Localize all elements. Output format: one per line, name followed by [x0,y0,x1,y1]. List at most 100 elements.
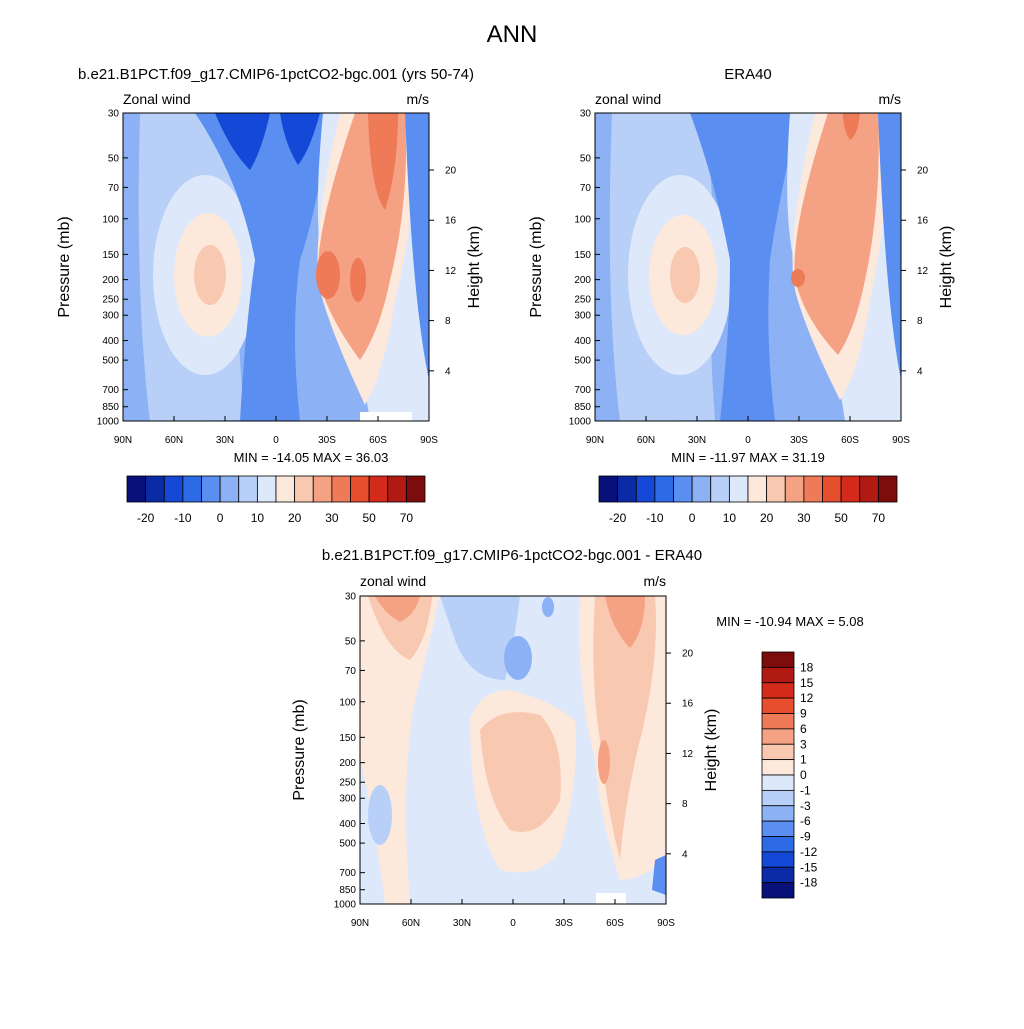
height-tick-label: 20 [917,166,929,177]
height-tick-label: 12 [682,749,694,760]
y-tick-label: 1000 [569,417,592,428]
contour-band-light-blue-b [440,596,520,680]
y-tick-label: 30 [345,592,357,603]
contour-missing-data [596,893,626,904]
colorbar-label: -9 [800,830,811,844]
x-tick-label: 60N [637,435,655,446]
colorbar-swatch [673,475,693,503]
colorbar-label: 30 [325,511,339,525]
x-tick-label: 60S [606,918,624,929]
colorbar-label: -10 [646,511,664,525]
colorbar-swatch [294,475,314,503]
colorbar-swatch [635,475,656,503]
panel-model-ylabel: Pressure (mb) [56,216,73,317]
colorbar-label: 0 [217,511,224,525]
colorbar-swatch [822,475,842,503]
colorbar-swatch [761,882,795,899]
colorbar-swatch [761,682,795,699]
x-tick-label: 0 [745,435,751,446]
panel-obs-stats: MIN = -11.97 MAX = 31.19 [671,450,825,465]
colorbar-swatch [331,475,351,503]
y-tick-label: 1000 [97,417,120,428]
y-tick-label: 100 [574,214,591,225]
colorbar-label: 50 [834,511,848,525]
colorbar-swatch [761,820,795,837]
panel-model-title: b.e21.B1PCT.f09_g17.CMIP6-1pctCO2-bgc.00… [78,66,474,83]
colorbar-label: -20 [609,511,627,525]
colorbar-swatch [761,759,795,776]
y-tick-label: 850 [102,402,119,413]
colorbar-swatch [803,475,823,503]
panel-model-left-label: Zonal wind [123,91,191,107]
colorbar-label: -12 [800,845,818,859]
height-tick-label: 12 [917,266,929,277]
panel-obs-units: m/s [878,91,901,107]
colorbar-label: 70 [872,511,886,525]
colorbar-swatch [163,475,184,503]
panel-diff: b.e21.B1PCT.f09_g17.CMIP6-1pctCO2-bgc.00… [291,547,864,929]
y-tick-label: 150 [102,250,119,261]
colorbar-label: -1 [800,783,811,797]
colorbar-swatch [182,475,202,503]
x-tick-label: 30S [555,918,573,929]
y-tick-label: 150 [339,733,356,744]
y-tick-label: 250 [339,778,356,789]
colorbar-swatch [761,851,795,868]
panel-model: b.e21.B1PCT.f09_g17.CMIP6-1pctCO2-bgc.00… [56,66,483,525]
colorbar-swatch [761,866,795,884]
panel-diff-ylabel: Pressure (mb) [291,699,308,800]
x-tick-label: 30N [216,435,234,446]
colorbar-swatch [761,805,795,822]
contour-band-blue-b [542,597,554,617]
colorbar-swatch [405,475,426,503]
colorbar-swatch [761,651,795,668]
contour-band-salmon-a [368,596,432,660]
x-tick-label: 90N [586,435,604,446]
y-tick-label: 250 [102,295,119,306]
colorbar-swatch [747,475,768,503]
x-tick-label: 30S [790,435,808,446]
y-tick-label: 30 [108,109,120,120]
colorbar-swatch [598,475,619,503]
y-tick-label: 400 [574,336,591,347]
colorbar-swatch [761,697,795,714]
height-tick-label: 4 [917,366,923,377]
contour-band-blue-c [652,855,666,895]
contour-band-jet [791,269,805,287]
panel-obs-title: ERA40 [724,66,772,83]
colorbar-swatch [275,475,296,503]
y-tick-label: 70 [108,183,120,194]
colorbar-swatch [761,789,795,807]
x-tick-label: 90S [892,435,910,446]
colorbar-label: -6 [800,814,811,828]
panel-obs-ylabel: Pressure (mb) [528,216,545,317]
contour-band-deep-blue-b [280,113,320,165]
panel-obs-left-label: zonal wind [595,91,661,107]
panel-diff-stats: MIN = -10.94 MAX = 5.08 [716,614,863,629]
x-tick-label: 90S [657,918,675,929]
colorbar-label: 30 [797,511,811,525]
x-tick-label: 30N [688,435,706,446]
y-tick-label: 50 [345,636,357,647]
contour-band-red-orange [843,113,860,140]
colorbar-swatch [238,475,258,503]
x-tick-label: 60S [369,435,387,446]
colorbar-swatch [859,475,879,503]
y-tick-label: 250 [574,295,591,306]
contour-band-blue-a [504,636,532,680]
colorbar-swatch [840,475,861,503]
panel-diff-ylabel-right: Height (km) [703,709,720,792]
y-tick-label: 70 [580,183,592,194]
colorbar-label: -3 [800,799,811,813]
contour-band-orange [794,113,879,355]
colorbar-label: -20 [137,511,155,525]
x-tick-label: 60N [402,918,420,929]
colorbar-swatch [691,475,712,503]
contour-band-jet-a [316,251,340,299]
y-tick-label: 850 [339,885,356,896]
panel-diff-units: m/s [643,573,666,589]
height-tick-label: 8 [917,316,923,327]
y-tick-label: 400 [102,336,119,347]
contour-band-salmon-b [480,712,561,832]
